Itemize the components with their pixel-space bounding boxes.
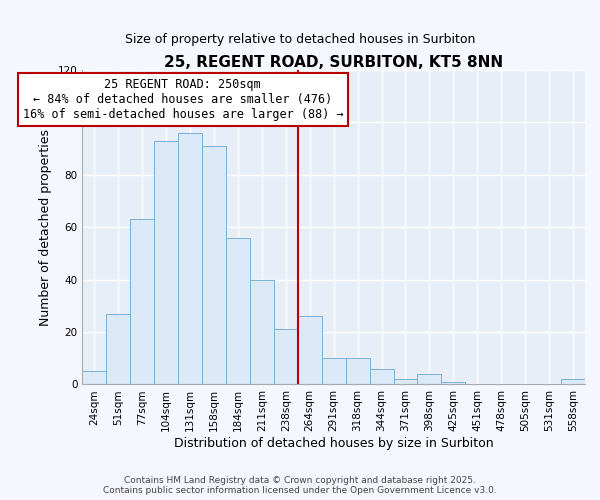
Bar	[82, 372, 106, 384]
Bar	[106, 314, 130, 384]
Text: Size of property relative to detached houses in Surbiton: Size of property relative to detached ho…	[125, 32, 475, 46]
Bar	[346, 358, 370, 384]
Bar	[298, 316, 322, 384]
Bar	[202, 146, 226, 384]
Bar	[154, 141, 178, 384]
Bar	[226, 238, 250, 384]
Text: Contains HM Land Registry data © Crown copyright and database right 2025.
Contai: Contains HM Land Registry data © Crown c…	[103, 476, 497, 495]
Bar	[274, 330, 298, 384]
Bar	[250, 280, 274, 384]
Bar	[418, 374, 442, 384]
Title: 25, REGENT ROAD, SURBITON, KT5 8NN: 25, REGENT ROAD, SURBITON, KT5 8NN	[164, 55, 503, 70]
Bar	[442, 382, 466, 384]
Bar	[322, 358, 346, 384]
Text: 25 REGENT ROAD: 250sqm
← 84% of detached houses are smaller (476)
16% of semi-de: 25 REGENT ROAD: 250sqm ← 84% of detached…	[23, 78, 343, 121]
Bar	[130, 220, 154, 384]
X-axis label: Distribution of detached houses by size in Surbiton: Distribution of detached houses by size …	[174, 437, 493, 450]
Bar	[561, 379, 585, 384]
Bar	[178, 133, 202, 384]
Bar	[394, 379, 418, 384]
Y-axis label: Number of detached properties: Number of detached properties	[39, 128, 52, 326]
Bar	[370, 368, 394, 384]
